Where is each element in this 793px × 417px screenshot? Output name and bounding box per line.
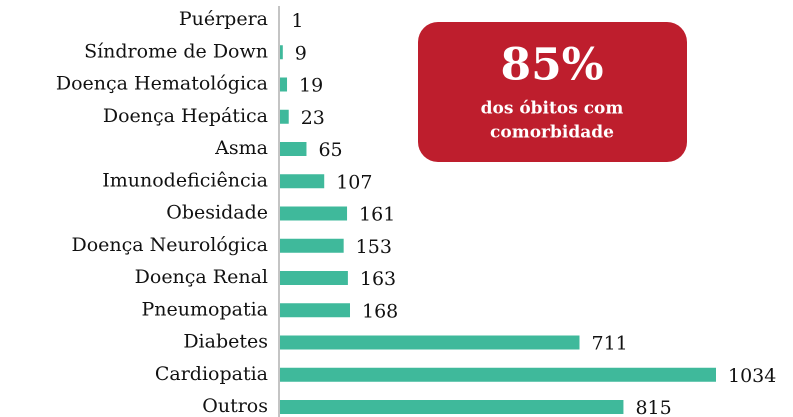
value-label: 9 [295, 42, 307, 64]
value-label: 107 [336, 171, 372, 193]
bar [280, 142, 307, 156]
category-label: Doença Renal [135, 266, 268, 288]
bar [280, 45, 283, 60]
annotation-box [418, 22, 687, 162]
bar [280, 271, 348, 285]
category-label: Diabetes [183, 331, 268, 353]
category-label: Outros [202, 395, 268, 417]
value-label: 163 [360, 268, 396, 290]
bar [280, 109, 289, 124]
category-label: Cardiopatia [155, 363, 268, 385]
value-label: 19 [299, 75, 323, 97]
category-label: Asma [214, 137, 268, 159]
value-label: 1 [291, 10, 303, 32]
value-label: 1034 [728, 365, 776, 387]
value-label: 65 [318, 139, 342, 161]
value-label: 153 [356, 236, 392, 258]
category-label: Síndrome de Down [84, 40, 268, 62]
value-label: 711 [591, 333, 627, 355]
category-label: Doença Hepática [103, 105, 268, 127]
bar [280, 367, 716, 382]
category-label: Doença Hematológica [56, 73, 268, 95]
bar [280, 77, 288, 92]
category-label: Imunodeficiência [102, 169, 268, 191]
value-label: 23 [301, 107, 325, 129]
annotation-line: dos óbitos com [481, 99, 624, 119]
annotation-line: comorbidade [490, 123, 614, 143]
value-label: 168 [362, 300, 398, 322]
bar [280, 238, 344, 253]
bar [280, 303, 351, 318]
value-label: 161 [359, 204, 395, 226]
annotation-headline: 85% [500, 40, 603, 91]
bar [280, 174, 325, 189]
category-label: Pneumopatia [142, 298, 269, 320]
category-label: Doença Neurológica [71, 234, 268, 256]
bar [280, 335, 580, 350]
category-label: Puérpera [179, 8, 268, 30]
value-label: 815 [635, 397, 671, 417]
category-label: Obesidade [166, 202, 268, 224]
bar [280, 206, 348, 221]
bar [280, 400, 624, 414]
